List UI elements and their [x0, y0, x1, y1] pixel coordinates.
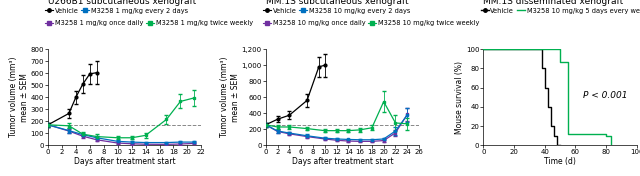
X-axis label: Time (d): Time (d) [544, 157, 576, 166]
Text: MM.1S subcutaneous xenograft: MM.1S subcutaneous xenograft [266, 0, 408, 5]
Y-axis label: Tumor volume (mm³)
mean ± SEM: Tumor volume (mm³) mean ± SEM [9, 57, 29, 137]
Legend: Vehicle, M3258 10 mg/kg 5 days every week: Vehicle, M3258 10 mg/kg 5 days every wee… [481, 8, 640, 14]
Text: B: B [241, 0, 251, 3]
X-axis label: Days after treatment start: Days after treatment start [74, 157, 175, 166]
Text: C: C [456, 0, 465, 3]
Legend: M3258 1 mg/kg once daily, M3258 1 mg/kg twice weekly: M3258 1 mg/kg once daily, M3258 1 mg/kg … [45, 20, 253, 26]
Y-axis label: Mouse survival (%): Mouse survival (%) [456, 61, 465, 134]
Text: MM.1S disseminated xenograft: MM.1S disseminated xenograft [483, 0, 624, 5]
Text: U266B1 subcutaneous xenograft: U266B1 subcutaneous xenograft [48, 0, 196, 5]
Y-axis label: Tumor volume (mm³)
mean ± SEM: Tumor volume (mm³) mean ± SEM [220, 57, 240, 137]
Text: A: A [24, 0, 33, 3]
X-axis label: Days after treatment start: Days after treatment start [292, 157, 393, 166]
Text: P < 0.001: P < 0.001 [583, 91, 628, 100]
Legend: M3258 10 mg/kg once daily, M3258 10 mg/kg twice weekly: M3258 10 mg/kg once daily, M3258 10 mg/k… [263, 20, 479, 26]
